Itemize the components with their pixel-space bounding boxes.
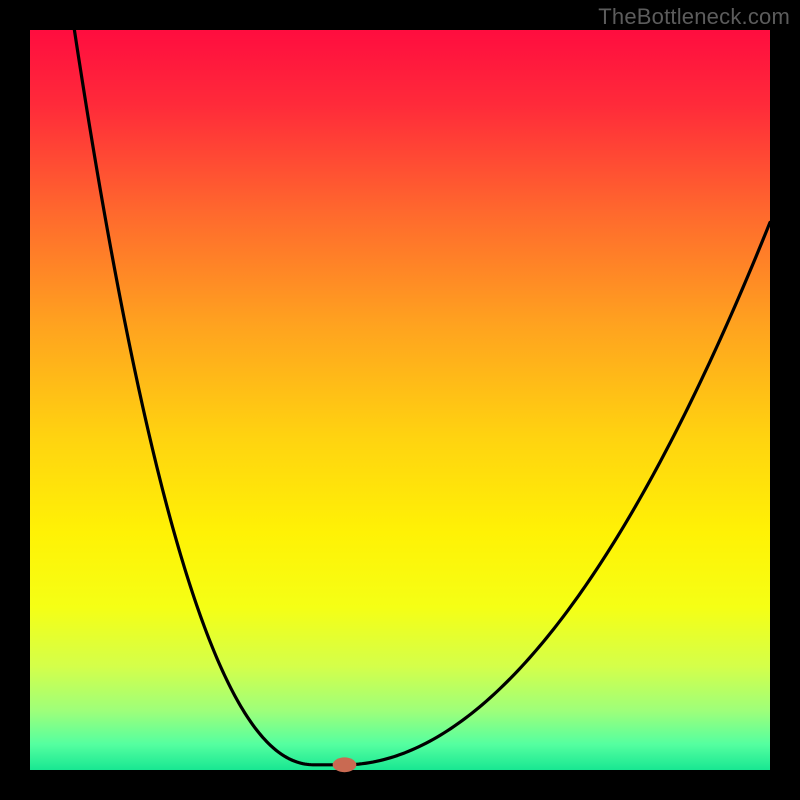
watermark-text: TheBottleneck.com: [598, 4, 790, 30]
chart-stage: TheBottleneck.com: [0, 0, 800, 800]
bottleneck-chart: [0, 0, 800, 800]
minimum-marker: [333, 757, 357, 772]
